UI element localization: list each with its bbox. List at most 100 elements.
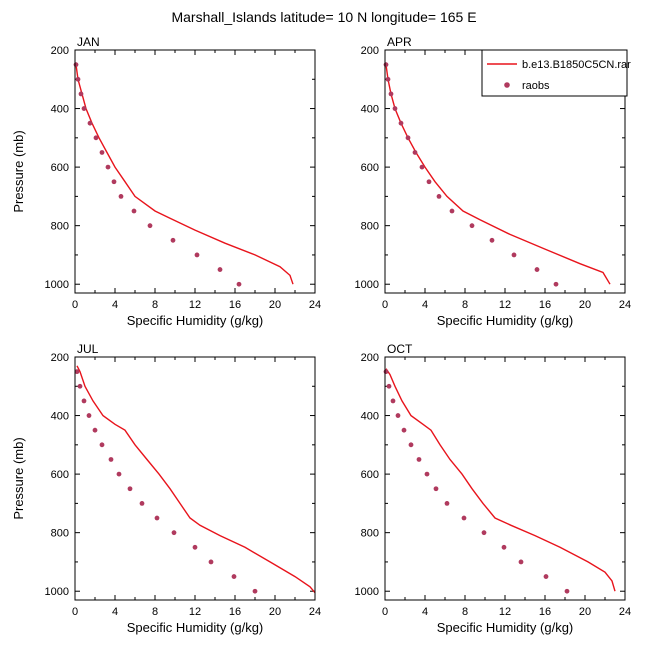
y-axis-title: Pressure (mb) xyxy=(11,437,26,519)
y-tick-label: 800 xyxy=(361,528,379,540)
x-tick-label: 12 xyxy=(189,606,201,618)
x-tick-label: 12 xyxy=(499,299,511,311)
x-axis-title: Specific Humidity (g/kg) xyxy=(437,313,574,328)
legend-obs-label: raobs xyxy=(522,80,550,92)
obs-point xyxy=(99,442,105,448)
obs-point xyxy=(127,486,133,492)
obs-point xyxy=(501,544,507,550)
obs-point xyxy=(131,208,137,214)
obs-point xyxy=(170,237,176,243)
x-tick-label: 20 xyxy=(269,299,281,311)
x-tick-label: 16 xyxy=(539,606,551,618)
model-line xyxy=(75,64,294,285)
model-line xyxy=(385,368,616,592)
plot-frame xyxy=(74,49,316,294)
y-tick-label: 1000 xyxy=(45,586,69,598)
obs-point xyxy=(511,252,517,258)
x-tick-label: 0 xyxy=(72,606,78,618)
chart-title: Marshall_Islands latitude= 10 N longitud… xyxy=(171,9,476,25)
x-tick-label: 20 xyxy=(579,299,591,311)
obs-point xyxy=(518,559,524,565)
y-tick-label: 600 xyxy=(51,469,69,481)
panel-jul: 0 4 8 12 16 20 24 200 400 600 800 1000 JUL Specific H… xyxy=(11,342,321,635)
x-tick-label: 4 xyxy=(422,299,428,311)
x-tick-label: 0 xyxy=(382,606,388,618)
x-tick-label: 16 xyxy=(229,606,241,618)
obs-point xyxy=(401,427,407,433)
obs-point xyxy=(118,193,124,199)
x-axis-title: Specific Humidity (g/kg) xyxy=(127,620,264,635)
obs-point xyxy=(192,544,198,550)
obs-point xyxy=(116,471,122,477)
x-tick-label: 8 xyxy=(152,299,158,311)
obs-point xyxy=(81,398,87,404)
y-tick-label: 200 xyxy=(361,352,379,364)
x-tick-label: 20 xyxy=(269,606,281,618)
x-tick-label: 8 xyxy=(462,606,468,618)
obs-point xyxy=(194,252,200,258)
y-tick-label: 200 xyxy=(51,352,69,364)
y-tick-label: 400 xyxy=(51,104,69,116)
obs-point xyxy=(386,383,392,389)
x-tick-label: 20 xyxy=(579,606,591,618)
obs-point xyxy=(388,91,394,97)
panel-label: JUL xyxy=(77,342,99,356)
panel-label: JAN xyxy=(77,35,100,49)
plot-frame xyxy=(74,356,316,601)
obs-point xyxy=(481,530,487,536)
x-tick-label: 12 xyxy=(499,606,511,618)
y-axis-title: Pressure (mb) xyxy=(11,130,26,212)
x-tick-label: 24 xyxy=(309,299,321,311)
obs-point xyxy=(395,413,401,418)
x-tick-label: 8 xyxy=(152,606,158,618)
obs-point xyxy=(139,500,145,506)
x-tick-label: 24 xyxy=(309,606,321,618)
y-tick-label: 600 xyxy=(51,162,69,174)
obs-point xyxy=(390,398,396,404)
obs-point xyxy=(385,76,391,82)
model-line xyxy=(385,64,611,285)
y-tick-label: 600 xyxy=(361,469,379,481)
obs-point xyxy=(398,120,404,126)
obs-point xyxy=(469,223,475,229)
obs-point xyxy=(392,106,398,111)
y-tick-label: 400 xyxy=(361,411,379,423)
obs-point xyxy=(433,486,439,492)
legend-model-label: b.e13.B1850C5CN.rar xyxy=(522,59,631,71)
obs-point xyxy=(92,427,98,433)
x-tick-label: 4 xyxy=(112,299,118,311)
y-tick-label: 1000 xyxy=(355,586,379,598)
obs-point xyxy=(73,62,79,68)
obs-point xyxy=(81,106,87,111)
y-tick-label: 400 xyxy=(51,411,69,423)
obs-point xyxy=(74,369,80,375)
y-tick-label: 200 xyxy=(361,45,379,57)
plot-frame xyxy=(384,356,626,601)
x-tick-label: 24 xyxy=(619,299,631,311)
legend: b.e13.B1850C5CN.rar raobs xyxy=(481,49,631,97)
obs-point xyxy=(412,150,418,155)
panel-oct: 0 4 8 12 16 20 24 200 400 600 800 1000 OCT Specific H… xyxy=(355,342,632,635)
y-tick-label: 800 xyxy=(51,221,69,233)
model-line xyxy=(76,365,316,594)
obs-point xyxy=(86,413,92,418)
x-tick-label: 0 xyxy=(72,299,78,311)
obs-point xyxy=(564,588,570,594)
y-tick-label: 800 xyxy=(51,528,69,540)
y-tick-label: 800 xyxy=(361,221,379,233)
obs-point xyxy=(78,91,84,97)
obs-point xyxy=(147,223,153,229)
obs-point xyxy=(87,120,93,126)
panel-label: APR xyxy=(387,35,412,49)
obs-point xyxy=(105,164,111,170)
y-tick-label: 200 xyxy=(51,45,69,57)
obs-point xyxy=(461,515,467,521)
obs-point xyxy=(77,383,83,389)
obs-point xyxy=(154,515,160,521)
obs-point xyxy=(534,267,540,272)
obs-point xyxy=(171,530,177,536)
obs-point xyxy=(383,369,389,375)
obs-point xyxy=(449,208,455,214)
obs-point xyxy=(426,179,432,185)
